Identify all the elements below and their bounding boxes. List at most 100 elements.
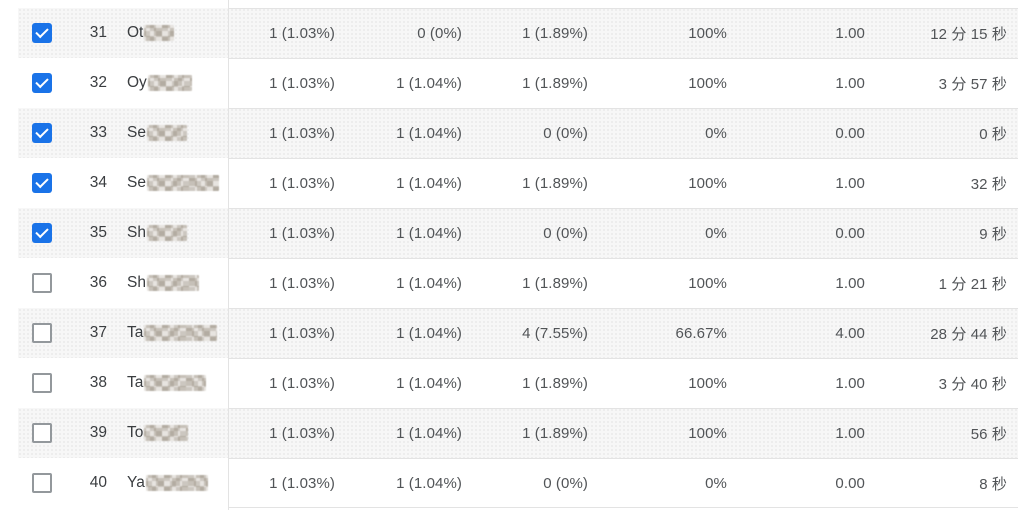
row-rank: 40 [89, 474, 107, 491]
table-row: 38 Ta 1 (1.03%) 1 (1.04%) 1 (1.89%) 100%… [18, 358, 1018, 408]
metric-cell-pages-per-session: 0.00 [835, 474, 865, 492]
metric-cell-users: 1 (1.03%) [269, 225, 335, 242]
metric-cell-bounce-rate: 0% [705, 474, 727, 492]
table-row: 33 Se 1 (1.03%) 1 (1.04%) 0 (0%) 0% 0.00… [18, 108, 1018, 158]
table-row: 34 Se 1 (1.03%) 1 (1.04%) 1 (1.89%) 100%… [18, 158, 1018, 208]
metric-cell-users: 1 (1.03%) [269, 425, 335, 442]
censored-name-blur [144, 25, 175, 41]
metric-cell-pages-per-session: 1.00 [835, 425, 865, 442]
metric-cell-pages-per-session: 4.00 [835, 325, 865, 342]
metric-cell-users: 1 (1.03%) [269, 375, 335, 392]
row-name-prefix: Sh [127, 274, 146, 291]
metric-cell-sessions: 1 (1.89%) [522, 75, 588, 92]
row-dimension-section: 37 Ta [18, 308, 228, 358]
row-rank: 37 [89, 324, 107, 341]
row-rank: 32 [89, 74, 107, 91]
row-metrics-section: 1 (1.03%) 1 (1.04%) 1 (1.89%) 100% 1.00 … [228, 158, 1018, 208]
table-row: 36 Sh 1 (1.03%) 1 (1.04%) 1 (1.89%) 100%… [18, 258, 1018, 308]
row-rank: 36 [89, 274, 107, 291]
metric-cell-avg-session-duration: 32 秒 [970, 176, 1007, 193]
row-dimension-section: 35 Sh [18, 208, 228, 258]
table-row: 40 Ya 1 (1.03%) 1 (1.04%) 0 (0%) 0% 0.00… [18, 458, 1018, 508]
row-name: Ta [127, 374, 207, 392]
row-name: Ot [127, 24, 175, 42]
row-checkbox[interactable] [32, 223, 52, 243]
row-checkbox[interactable] [32, 473, 52, 493]
metric-cell-avg-session-duration: 28 分 44 秒 [930, 326, 1007, 343]
row-checkbox[interactable] [32, 23, 52, 43]
row-name: Oy [127, 74, 192, 92]
metric-cell-pages-per-session: 0.00 [835, 125, 865, 142]
row-checkbox[interactable] [32, 373, 52, 393]
row-rank: 34 [89, 174, 107, 191]
table-row: 35 Sh 1 (1.03%) 1 (1.04%) 0 (0%) 0% 0.00… [18, 208, 1018, 258]
metric-cell-new-users: 1 (1.04%) [396, 375, 462, 392]
row-name: To [127, 424, 189, 442]
metric-cell-new-users: 1 (1.04%) [396, 474, 462, 492]
row-checkbox[interactable] [32, 173, 52, 193]
metric-cell-sessions: 1 (1.89%) [522, 375, 588, 392]
row-name-prefix: To [127, 424, 144, 441]
metric-cell-new-users: 1 (1.04%) [396, 125, 462, 142]
row-dimension-section: 33 Se [18, 108, 228, 158]
row-metrics-section: 1 (1.03%) 1 (1.04%) 1 (1.89%) 100% 1.00 … [228, 258, 1018, 308]
row-name-prefix: Ya [127, 474, 145, 491]
frozen-column-divider [228, 0, 229, 510]
metric-cell-sessions: 1 (1.89%) [522, 425, 588, 442]
censored-name-blur [146, 175, 219, 191]
row-metrics-section: 1 (1.03%) 0 (0%) 1 (1.89%) 100% 1.00 12 … [228, 8, 1018, 58]
row-name-prefix: Oy [127, 74, 147, 91]
metric-cell-new-users: 1 (1.04%) [396, 225, 462, 242]
metric-cell-avg-session-duration: 9 秒 [979, 226, 1007, 243]
row-dimension-section: 40 Ya [18, 458, 228, 508]
metric-cell-users: 1 (1.03%) [269, 125, 335, 142]
metric-cell-avg-session-duration: 1 分 21 秒 [938, 276, 1007, 293]
row-checkbox[interactable] [32, 423, 52, 443]
metric-cell-sessions: 0 (0%) [543, 225, 588, 242]
metric-cell-new-users: 1 (1.04%) [396, 425, 462, 442]
metric-cell-bounce-rate: 0% [705, 225, 727, 242]
metric-cell-sessions: 1 (1.89%) [522, 25, 588, 42]
row-name-prefix: Ta [127, 324, 144, 341]
censored-name-blur [146, 125, 187, 141]
metric-cell-avg-session-duration: 3 分 40 秒 [938, 376, 1007, 393]
metric-cell-users: 1 (1.03%) [269, 75, 335, 92]
row-name: Se [127, 124, 187, 142]
table-row: 37 Ta 1 (1.03%) 1 (1.04%) 4 (7.55%) 66.6… [18, 308, 1018, 358]
row-dimension-section: 38 Ta [18, 358, 228, 408]
table-row: 32 Oy 1 (1.03%) 1 (1.04%) 1 (1.89%) 100%… [18, 58, 1018, 108]
row-name-prefix: Ta [127, 374, 144, 391]
row-name: Sh [127, 224, 187, 242]
censored-name-blur [144, 375, 207, 391]
row-name-prefix: Sh [127, 224, 146, 241]
metric-cell-sessions: 1 (1.89%) [522, 175, 588, 192]
row-rank: 39 [89, 424, 107, 441]
censored-name-blur [145, 475, 208, 491]
metric-cell-bounce-rate: 100% [688, 275, 727, 292]
table-row: 31 Ot 1 (1.03%) 0 (0%) 1 (1.89%) 100% 1.… [18, 8, 1018, 58]
row-dimension-section: 32 Oy [18, 58, 228, 108]
metric-cell-new-users: 0 (0%) [417, 25, 462, 42]
censored-name-blur [144, 425, 189, 441]
row-checkbox[interactable] [32, 123, 52, 143]
row-checkbox[interactable] [32, 273, 52, 293]
row-metrics-section: 1 (1.03%) 1 (1.04%) 0 (0%) 0% 0.00 9 秒 [228, 208, 1018, 258]
metric-cell-avg-session-duration: 3 分 57 秒 [938, 76, 1007, 93]
metric-cell-new-users: 1 (1.04%) [396, 75, 462, 92]
censored-name-blur [146, 275, 199, 291]
metric-cell-new-users: 1 (1.04%) [396, 325, 462, 342]
row-dimension-section: 36 Sh [18, 258, 228, 308]
metric-cell-sessions: 1 (1.89%) [522, 275, 588, 292]
metric-cell-new-users: 1 (1.04%) [396, 175, 462, 192]
row-metrics-section: 1 (1.03%) 1 (1.04%) 0 (0%) 0% 0.00 0 秒 [228, 108, 1018, 158]
table-body: 31 Ot 1 (1.03%) 0 (0%) 1 (1.89%) 100% 1.… [18, 8, 1018, 508]
row-name: Ta [127, 324, 218, 342]
row-checkbox[interactable] [32, 73, 52, 93]
metric-cell-users: 1 (1.03%) [269, 325, 335, 342]
row-metrics-section: 1 (1.03%) 1 (1.04%) 0 (0%) 0% 0.00 8 秒 [228, 458, 1018, 508]
metric-cell-bounce-rate: 100% [688, 375, 727, 392]
row-name: Se [127, 174, 219, 192]
metric-cell-pages-per-session: 1.00 [835, 75, 865, 92]
row-checkbox[interactable] [32, 323, 52, 343]
row-dimension-section: 34 Se [18, 158, 228, 208]
